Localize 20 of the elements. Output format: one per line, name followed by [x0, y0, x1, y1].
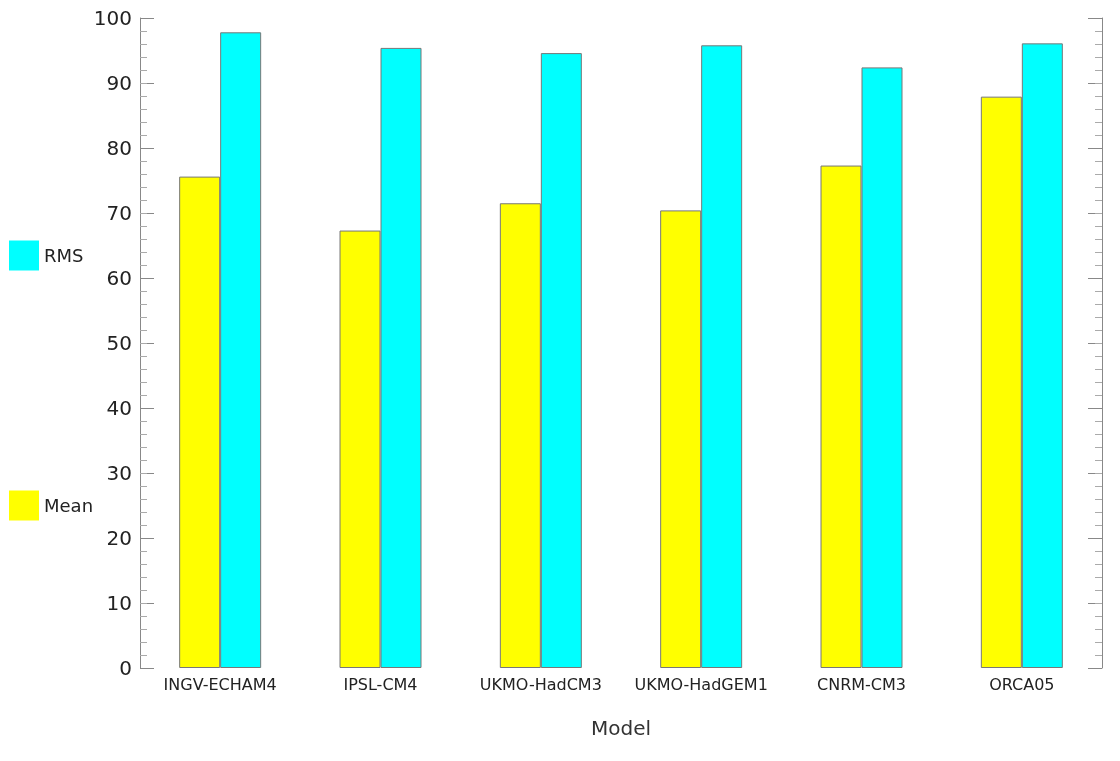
y-tick-label: 10	[106, 591, 132, 615]
y-tick-label: 70	[106, 201, 132, 225]
y-tick-label: 50	[106, 331, 132, 355]
x-tick-label: ORCA05	[989, 674, 1055, 694]
x-tick-label: CNRM-CM3	[817, 674, 906, 694]
x-tick-label: UKMO-HadGEM1	[634, 674, 768, 694]
y-tick-label: 40	[106, 396, 132, 420]
legend-label: Mean	[44, 495, 94, 516]
y-tick-label: 100	[93, 6, 132, 30]
y-tick-label: 30	[106, 461, 132, 485]
x-axis-title: Model	[590, 716, 652, 740]
y-tick-label: 60	[106, 266, 132, 290]
x-tick-label: IPSL-CM4	[343, 674, 418, 694]
x-tick-label: UKMO-HadCM3	[479, 674, 602, 694]
y-tick-label: 80	[106, 136, 132, 160]
x-tick-label: INGV-ECHAM4	[163, 674, 277, 694]
y-tick-label: 90	[106, 71, 132, 95]
y-tick-label: 20	[106, 526, 132, 550]
legend-label: RMS	[44, 245, 84, 266]
y-tick-label: 0	[119, 656, 132, 680]
